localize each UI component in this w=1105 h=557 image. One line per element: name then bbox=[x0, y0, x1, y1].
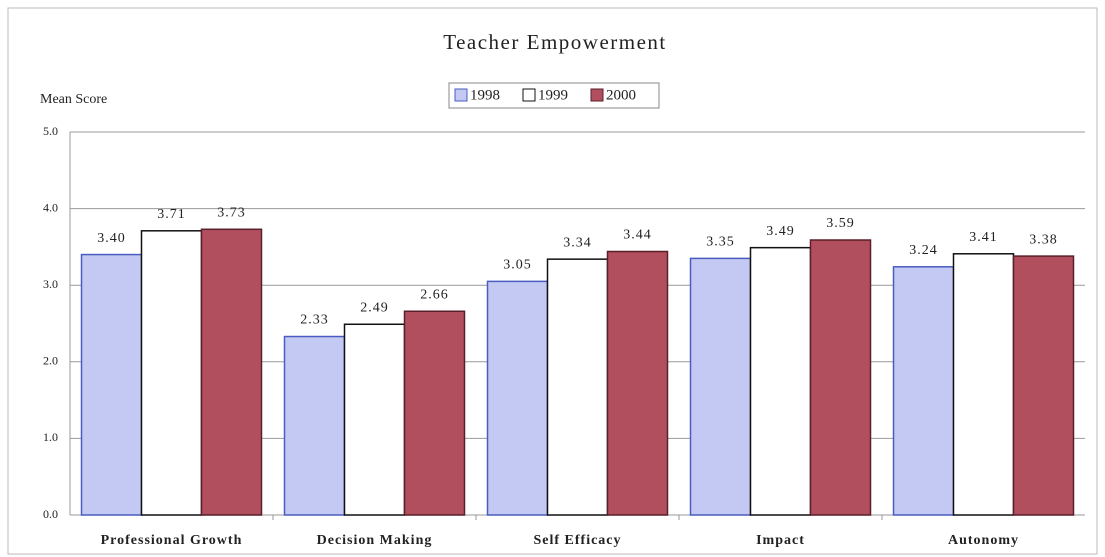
legend-label: 1999 bbox=[538, 87, 568, 103]
data-label: 3.73 bbox=[217, 206, 246, 221]
bar bbox=[200, 228, 263, 516]
y-tick-label: 2.0 bbox=[43, 354, 58, 368]
legend-swatch bbox=[590, 88, 604, 102]
y-tick-label: 5.0 bbox=[43, 124, 58, 138]
data-label: 2.33 bbox=[300, 313, 329, 328]
bar bbox=[689, 257, 752, 516]
data-label: 3.38 bbox=[1029, 232, 1058, 247]
bar bbox=[892, 266, 955, 516]
legend-box bbox=[448, 82, 660, 109]
legend-label: 2000 bbox=[606, 87, 636, 103]
legend-swatch bbox=[454, 88, 468, 102]
data-label: 2.49 bbox=[360, 300, 389, 315]
data-label: 3.40 bbox=[97, 231, 126, 246]
bar bbox=[952, 253, 1015, 516]
data-label: 2.66 bbox=[420, 287, 449, 302]
bar bbox=[283, 335, 346, 516]
chart-title: Teacher Empowerment bbox=[443, 30, 667, 54]
bar bbox=[606, 250, 669, 516]
x-tick-label: Decision Making bbox=[317, 533, 433, 548]
data-label: 3.35 bbox=[706, 235, 735, 250]
bar bbox=[140, 230, 203, 516]
y-tick-label: 1.0 bbox=[43, 430, 58, 444]
y-axis-label: Mean Score bbox=[40, 92, 107, 107]
data-label: 3.71 bbox=[157, 207, 186, 222]
bar bbox=[80, 253, 143, 516]
data-label: 3.24 bbox=[909, 243, 938, 258]
legend-label: 1998 bbox=[470, 87, 500, 103]
x-tick-label: Impact bbox=[756, 533, 805, 548]
y-tick-label: 0.0 bbox=[43, 507, 58, 521]
data-label: 3.34 bbox=[563, 235, 592, 250]
data-label: 3.05 bbox=[503, 258, 532, 273]
data-label: 3.41 bbox=[969, 230, 998, 245]
y-tick-label: 3.0 bbox=[43, 277, 58, 291]
x-tick-label: Self Efficacy bbox=[533, 533, 621, 548]
bar bbox=[403, 310, 466, 516]
data-label: 3.44 bbox=[623, 228, 652, 243]
bar bbox=[809, 239, 872, 516]
bar bbox=[343, 323, 406, 516]
data-label: 3.59 bbox=[826, 216, 855, 231]
bar bbox=[546, 258, 609, 516]
bar bbox=[486, 280, 549, 516]
bar bbox=[1012, 255, 1075, 516]
y-tick-label: 4.0 bbox=[43, 200, 58, 214]
bar bbox=[749, 246, 812, 516]
x-tick-label: Autonomy bbox=[948, 533, 1019, 548]
x-tick-label: Professional Growth bbox=[101, 533, 243, 548]
legend-swatch bbox=[522, 88, 536, 102]
data-label: 3.49 bbox=[766, 224, 795, 239]
